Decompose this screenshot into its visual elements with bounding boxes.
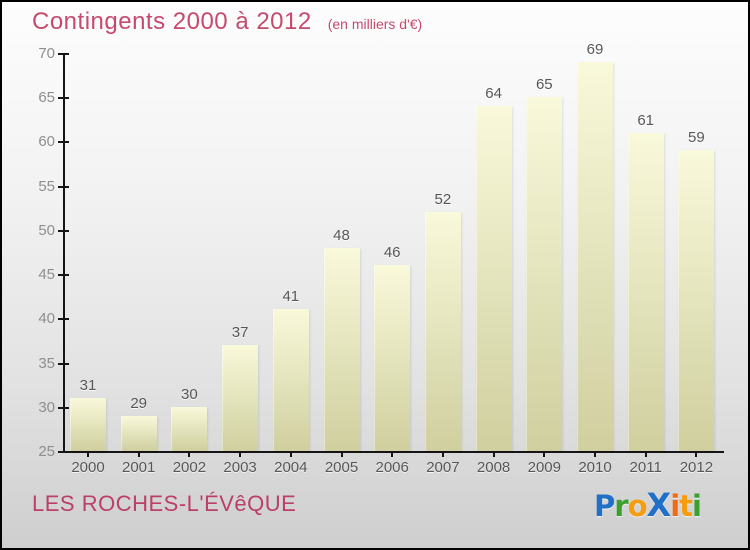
x-axis-tick (441, 453, 444, 457)
bar-2003 (222, 344, 259, 451)
bar-value-label: 52 (434, 191, 452, 209)
bar-value-label: 69 (586, 40, 604, 58)
y-axis-label: 70 (38, 45, 55, 62)
bar-2001 (120, 415, 157, 451)
chart-title: Contingents 2000 à 2012 (32, 8, 312, 35)
bar-2011 (627, 132, 664, 451)
bar-value-label: 30 (181, 385, 198, 403)
bar-2004 (272, 309, 309, 451)
y-axis-line (63, 53, 65, 453)
x-axis-label: 2010 (578, 459, 612, 476)
y-axis-label: 65 (38, 89, 55, 107)
x-axis-tick (137, 453, 140, 457)
y-axis-tick (58, 185, 69, 188)
y-axis-tick (58, 406, 69, 409)
x-axis-tick (695, 453, 698, 457)
y-axis-tick (58, 97, 69, 100)
y-axis-label: 40 (38, 310, 55, 328)
bar-2008 (475, 106, 512, 451)
bar-2002 (171, 406, 208, 451)
x-axis-tick (239, 453, 242, 457)
y-axis-label: 45 (38, 266, 55, 284)
x-axis-tick (289, 453, 292, 457)
x-axis-label: 2007 (426, 459, 460, 476)
bar-value-label: 65 (535, 76, 553, 94)
x-axis-label: 2002 (172, 459, 207, 476)
y-axis-tick (58, 53, 69, 55)
x-axis-tick (492, 453, 495, 457)
logo-letter: P (594, 489, 615, 523)
y-axis-label: 50 (38, 221, 55, 239)
y-axis-tick (58, 229, 69, 232)
x-axis-tick (644, 453, 647, 457)
x-axis-tick (594, 453, 596, 457)
x-axis-label: 2000 (71, 459, 105, 476)
logo-letter: i (670, 489, 680, 523)
x-axis-label: 2011 (629, 459, 662, 476)
bar-2000 (70, 397, 106, 451)
bar-2007 (424, 212, 461, 451)
y-axis-label: 55 (38, 177, 55, 195)
place-name: LES ROCHES-L'ÉVêQUE (32, 491, 297, 516)
x-axis-label: 2009 (527, 459, 561, 476)
x-axis-label: 2006 (375, 459, 409, 476)
bar-2009 (526, 97, 563, 451)
x-axis-label: 2004 (274, 459, 308, 476)
x-axis-label: 2005 (324, 459, 359, 476)
y-axis-label: 60 (38, 133, 55, 151)
logo-letter: t (679, 489, 693, 523)
x-axis-tick (87, 453, 89, 457)
logo-letter: X (646, 486, 672, 524)
x-axis-tick (188, 453, 191, 457)
bar-2010 (577, 61, 613, 451)
logo-letter: i (692, 489, 702, 523)
bar-value-label: 61 (637, 111, 655, 129)
bar-value-label: 41 (282, 288, 300, 306)
bar-value-label: 31 (79, 376, 97, 394)
x-axis-label: 2003 (223, 459, 257, 476)
bar-value-label: 37 (231, 323, 249, 341)
bar-2012 (678, 150, 715, 451)
y-axis-tick (58, 451, 69, 453)
y-axis-tick (58, 274, 69, 277)
bar-value-label: 29 (130, 394, 148, 412)
bar-value-label: 48 (333, 226, 350, 244)
y-axis-label: 25 (38, 443, 55, 460)
bar-value-label: 64 (485, 85, 502, 103)
logo-letter: r (614, 489, 628, 523)
x-axis-label: 2008 (476, 459, 511, 476)
proxiti-logo[interactable]: ProXiti (594, 486, 702, 524)
x-axis-tick (543, 453, 546, 457)
x-axis-tick (391, 453, 394, 457)
logo-letter: o (627, 489, 648, 523)
chart-header: Contingents 2000 à 2012 (en milliers d'€… (32, 8, 422, 36)
y-axis-tick (58, 318, 69, 321)
chart-subtitle: (en milliers d'€) (327, 16, 423, 32)
x-axis-label: 2001 (122, 459, 156, 476)
bar-2006 (374, 265, 411, 451)
bar-value-label: 46 (383, 244, 401, 262)
x-axis-tick (340, 453, 343, 457)
bar-2005 (323, 247, 360, 451)
y-axis-tick (58, 141, 69, 144)
bar-value-label: 59 (688, 129, 705, 147)
y-axis-label: 30 (38, 398, 55, 416)
x-axis-line (63, 451, 724, 453)
y-axis-label: 35 (38, 354, 55, 372)
y-axis-tick (58, 362, 69, 365)
x-axis-label: 2012 (679, 459, 714, 476)
